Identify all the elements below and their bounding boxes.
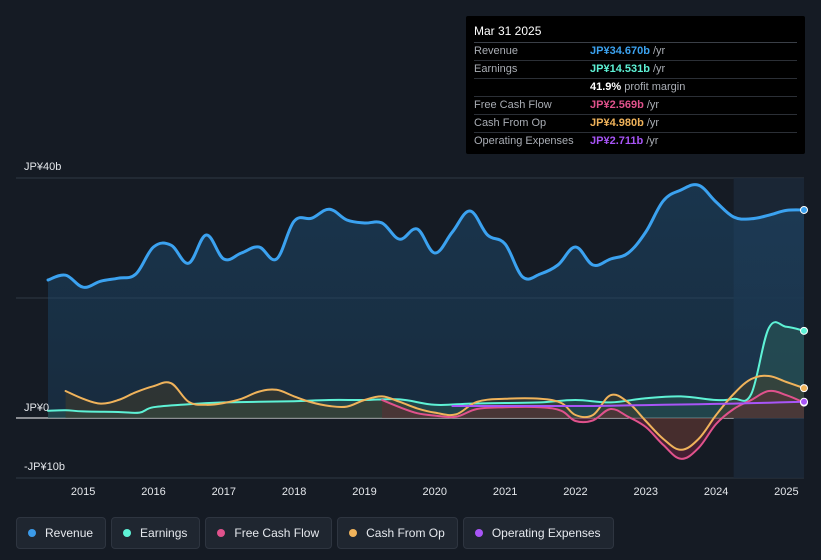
tooltip-label: Cash From Op	[474, 117, 547, 129]
tooltip-value: JP¥2.569b	[590, 99, 644, 111]
tooltip-unit: /yr	[646, 117, 660, 129]
cash-from-op-line	[64, 374, 805, 451]
legend-dot-icon	[28, 529, 36, 537]
tooltip-unit: /yr	[652, 45, 666, 57]
legend-dot-icon	[474, 529, 483, 537]
x-tick-label: 2021	[493, 486, 517, 498]
legend-item-earnings[interactable]: Earnings	[111, 517, 201, 549]
operating-expenses-end-dot	[800, 397, 808, 406]
tooltip-label	[474, 79, 590, 96]
x-tick-label: 2015	[71, 486, 95, 498]
x-tick-label: 2018	[282, 486, 306, 498]
revenue-area	[48, 184, 804, 418]
x-tick-label: 2016	[141, 486, 165, 498]
tooltip-value: JP¥4.980b	[590, 117, 644, 129]
tooltip-row-cash-from-op: Cash From Op JP¥4.980b/yr	[474, 114, 797, 132]
legend-item-revenue[interactable]: Revenue	[16, 517, 107, 549]
y-axis-labels: JP¥40b JP¥0 -JP¥10b	[24, 161, 65, 473]
legend-item-cash-from-op[interactable]: Cash From Op	[337, 517, 458, 549]
legend-item-operating-expenses[interactable]: Operating Expenses	[462, 517, 614, 549]
tooltip-row-revenue: Revenue JP¥34.670b/yr	[474, 42, 797, 60]
x-axis-labels: 2015 2016 2017 2018 2019 2020 2021 2022 2023 2024…	[71, 486, 799, 498]
x-tick-label: 2023	[634, 486, 658, 498]
x-tick-label: 2017	[212, 486, 236, 498]
revenue-end-dot	[800, 205, 808, 214]
tooltip-label: Revenue	[474, 45, 519, 57]
chart-legend: Revenue Earnings Free Cash Flow Cash From O…	[16, 517, 614, 549]
tooltip-value: JP¥14.531b	[590, 63, 650, 75]
tooltip-unit: profit margin	[624, 81, 686, 93]
tooltip-label: Earnings	[474, 63, 518, 75]
legend-item-free-cash-flow[interactable]: Free Cash Flow	[205, 517, 333, 549]
tooltip-row-profit-margin: 41.9% profit margin	[474, 78, 797, 96]
tooltip-value: JP¥34.670b	[590, 45, 650, 57]
legend-dot-icon	[349, 529, 358, 537]
x-tick-label: 2024	[704, 486, 728, 498]
legend-dot-icon	[123, 529, 132, 537]
y-tick-label: JP¥40b	[24, 161, 61, 173]
x-tick-label: 2022	[563, 486, 587, 498]
tooltip-rows: Revenue JP¥34.670b/yr Earnings JP¥14.531b/y…	[474, 42, 797, 150]
y-tick-label: JP¥0	[24, 402, 49, 414]
legend-label: Free Cash Flow	[234, 526, 320, 540]
y-tick-label: -JP¥10b	[24, 461, 65, 473]
x-tick-label: 2025	[774, 486, 798, 498]
x-tick-label: 2020	[423, 486, 447, 498]
earnings-line	[47, 321, 805, 414]
legend-label: Cash From Op	[366, 526, 445, 540]
earnings-area	[48, 322, 804, 418]
x-tick-label: 2019	[352, 486, 376, 498]
legend-dot-icon	[217, 529, 226, 537]
earnings-end-dot	[800, 326, 808, 335]
legend-label: Revenue	[45, 526, 94, 540]
tooltip-row-earnings: Earnings JP¥14.531b/yr	[474, 60, 797, 78]
tooltip-unit: /yr	[646, 135, 659, 147]
tooltip-label: Free Cash Flow	[474, 99, 552, 111]
legend-label: Operating Expenses	[491, 526, 601, 540]
series-end-markers	[800, 205, 808, 407]
series-fills	[48, 184, 804, 459]
series-lines	[46, 183, 806, 460]
free-cash-flow-line	[381, 389, 805, 460]
operating-expenses-line	[451, 400, 805, 408]
revenue-line	[46, 183, 806, 289]
data-tooltip: Mar 31 2025 Revenue JP¥34.670b/yr Earnings…	[466, 16, 805, 154]
tooltip-label: Operating Expenses	[474, 135, 574, 147]
cash-from-op-end-dot	[800, 384, 808, 393]
tooltip-row-free-cash-flow: Free Cash Flow JP¥2.569b/yr	[474, 96, 797, 114]
tooltip-unit: /yr	[652, 63, 666, 75]
tooltip-value: 41.9%	[590, 81, 622, 93]
legend-label: Earnings	[140, 526, 188, 540]
tooltip-row-operating-expenses: Operating Expenses JP¥2.711b/yr	[474, 132, 797, 150]
tooltip-date: Mar 31 2025	[474, 24, 542, 38]
tooltip-unit: /yr	[646, 99, 660, 111]
tooltip-value: JP¥2.711b	[590, 135, 644, 147]
